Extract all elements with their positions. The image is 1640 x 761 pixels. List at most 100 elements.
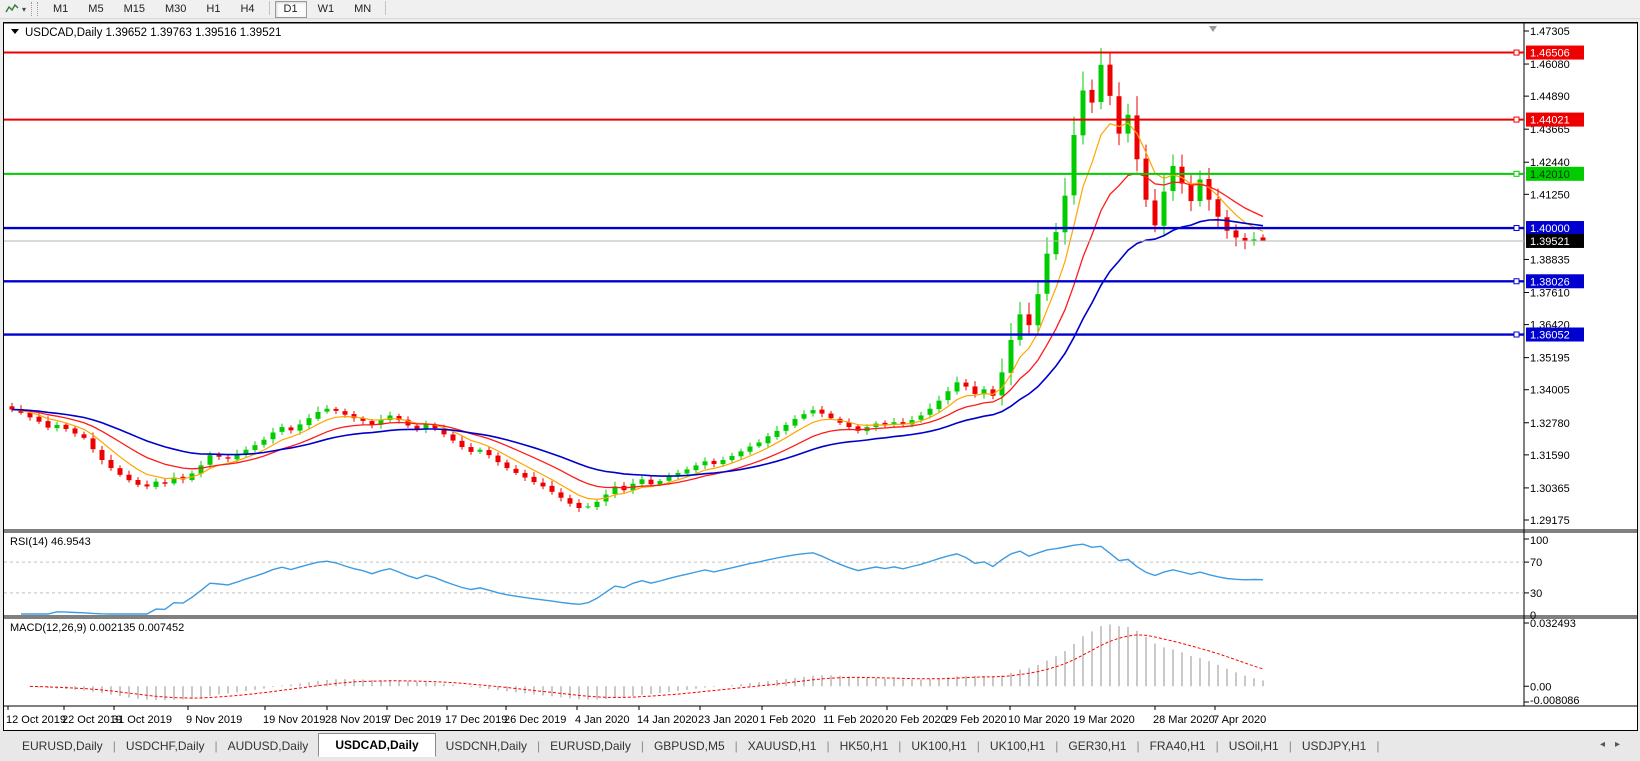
timeframe-button-group: M1 M5 M15 M30 H1 H4 D1 W1 MN [43, 0, 390, 18]
rsi-tick-label: 100 [1530, 535, 1548, 547]
tab-scroll-arrows[interactable]: ◂▸ [1600, 739, 1630, 750]
chart-tab-XAUUSD-H1[interactable]: XAUUSD,H1 [747, 739, 817, 753]
date-label: 17 Dec 2019 [445, 714, 507, 726]
date-label: 26 Dec 2019 [504, 714, 566, 726]
tab-separator: | [1215, 739, 1219, 753]
price-badge: 1.40000 [1530, 223, 1570, 235]
tab-separator: | [1055, 739, 1059, 753]
chart-tab-USOil-H1[interactable]: USOil,H1 [1228, 739, 1279, 753]
date-label: 4 Jan 2020 [575, 714, 629, 726]
timeframe-button-M5[interactable]: M5 [88, 2, 104, 15]
chart-tab-HK50-H1[interactable]: HK50,H1 [839, 739, 889, 753]
tab-separator: | [112, 739, 116, 753]
macd-tick-label: 0.00 [1530, 681, 1551, 693]
chart-mode-icon[interactable] [3, 2, 21, 16]
macd-label: MACD(12,26,9) 0.002135 0.007452 [10, 622, 184, 634]
price-tick-label: 1.29175 [1530, 515, 1570, 527]
toolbar-grip[interactable] [31, 2, 39, 16]
tab-separator: | [640, 739, 644, 753]
date-label: 19 Mar 2020 [1073, 714, 1135, 726]
price-badge: 1.44021 [1530, 115, 1570, 127]
price-tick-label: 1.34005 [1530, 385, 1570, 397]
tab-separator: | [537, 739, 541, 753]
tab-separator: | [1136, 739, 1140, 753]
macd-tick-label: 0.032493 [1530, 618, 1576, 630]
price-badge: 1.39521 [1530, 236, 1570, 248]
tab-separator: | [976, 739, 980, 753]
chart-tab-GER30-H1[interactable]: GER30,H1 [1068, 739, 1127, 753]
chart-tab-GBPUSD-M5[interactable]: GBPUSD,M5 [653, 739, 725, 753]
price-tick-label: 1.47305 [1530, 26, 1570, 38]
macd-signal-line [29, 634, 1264, 699]
date-label: 22 Oct 2019 [62, 714, 122, 726]
date-label: 7 Dec 2019 [385, 714, 441, 726]
rsi-label: RSI(14) 46.9543 [10, 536, 91, 548]
timeframe-button-D1[interactable]: D1 [274, 0, 307, 18]
chart-title: USDCAD,Daily 1.39652 1.39763 1.39516 1.3… [11, 26, 1217, 39]
date-label: 28 Mar 2020 [1153, 714, 1215, 726]
chart-tab-EURUSD-Daily[interactable]: EURUSD,Daily [550, 739, 631, 753]
timeframe-button-H1[interactable]: H1 [206, 2, 221, 15]
date-label: 12 Oct 2019 [6, 714, 66, 726]
tab-separator: | [1376, 739, 1380, 753]
chart-tab-AUDUSD-Daily[interactable]: AUDUSD,Daily [227, 739, 309, 753]
moving-averages [11, 218, 1264, 477]
date-label: 29 Feb 2020 [945, 714, 1007, 726]
tab-scroll-left-icon[interactable]: ◂ [1599, 739, 1615, 750]
chart-tab-USDCHF-Daily[interactable]: USDCHF,Daily [125, 739, 205, 753]
chart-tab-USDCNH-Daily[interactable]: USDCNH,Daily [445, 739, 528, 753]
price-tick-label: 1.42440 [1530, 157, 1570, 169]
chart-tab-USDCAD-Daily[interactable]: USDCAD,Daily [318, 733, 436, 757]
date-label: 31 Oct 2019 [112, 714, 172, 726]
tab-separator: | [898, 739, 902, 753]
chart-tab-FRA40-H1[interactable]: FRA40,H1 [1149, 739, 1206, 753]
timeframe-button-M1[interactable]: M1 [53, 2, 69, 15]
macd-panel: 0.032493 0.00 -0.008086 MACD(12,26,9) 0.002… [10, 618, 1580, 707]
timeframe-button-H4[interactable]: H4 [240, 2, 255, 15]
chart-window: 1.47305 1.46080 1.44890 1.43665 1.42440 1.412… [3, 22, 1638, 731]
date-label: 10 Mar 2020 [1008, 714, 1070, 726]
timeframe-button-W1[interactable]: W1 [317, 2, 335, 15]
date-label: 19 Nov 2019 [263, 714, 325, 726]
tab-separator: | [214, 739, 218, 753]
date-label: 1 Feb 2020 [760, 714, 816, 726]
tab-scroll-right-icon[interactable]: ▸ [1614, 739, 1630, 750]
toolbar-separator [385, 0, 387, 15]
panel-frames [4, 22, 1637, 707]
chart-canvas[interactable]: 1.47305 1.46080 1.44890 1.43665 1.42440 1.412… [4, 22, 1637, 730]
timeframe-button-MN[interactable]: MN [354, 2, 372, 15]
price-levels [4, 49, 1524, 338]
rsi-tick-label: 30 [1530, 588, 1542, 600]
date-label: 7 Apr 2020 [1213, 714, 1266, 726]
candlesticks [9, 47, 1266, 512]
chart-tab-EURUSD-Daily[interactable]: EURUSD,Daily [22, 739, 103, 753]
collapse-triangle-icon[interactable] [11, 29, 19, 34]
rsi-tick-label: 0 [1530, 610, 1536, 622]
mid-ma-line [11, 172, 1264, 489]
date-label: 11 Feb 2020 [823, 714, 884, 726]
tab-separator: | [734, 739, 738, 753]
slow-ma-line [11, 218, 1264, 477]
price-tick-label: 1.37610 [1530, 287, 1570, 299]
macd-tick-label: -0.008086 [1530, 695, 1580, 707]
chart-tab-UK100-H1[interactable]: UK100,H1 [911, 739, 967, 753]
timeframe-button-M15[interactable]: M15 [123, 2, 145, 15]
chart-shift-marker-icon[interactable] [1209, 26, 1217, 32]
price-tick-label: 1.31590 [1530, 450, 1570, 462]
chart-tab-USDJPY-H1[interactable]: USDJPY,H1 [1301, 739, 1367, 753]
moving-averages [11, 172, 1264, 489]
date-label: 9 Nov 2019 [186, 714, 242, 726]
price-tick-label: 1.30365 [1530, 483, 1570, 495]
price-tick-label: 1.32780 [1530, 418, 1570, 430]
chart-tab-UK100-H1[interactable]: UK100,H1 [989, 739, 1046, 753]
timeframe-button-M30[interactable]: M30 [164, 2, 187, 15]
chart-tab-bar: EURUSD,Daily | USDCHF,Daily | AUDUSD,Daily US… [0, 731, 1640, 761]
top-toolbar: ▾ M1 M5 M15 M30 H1 H4 D1 W1 MN [0, 0, 1640, 19]
ohlc-readout: USDCAD,Daily 1.39652 1.39763 1.39516 1.3… [25, 27, 281, 39]
price-tick-label: 1.46080 [1530, 59, 1570, 71]
caret-down-icon[interactable]: ▾ [22, 4, 27, 14]
price-tick-label: 1.35195 [1530, 353, 1570, 365]
tab-separator: | [1288, 739, 1292, 753]
price-badge: 1.38026 [1530, 276, 1570, 288]
